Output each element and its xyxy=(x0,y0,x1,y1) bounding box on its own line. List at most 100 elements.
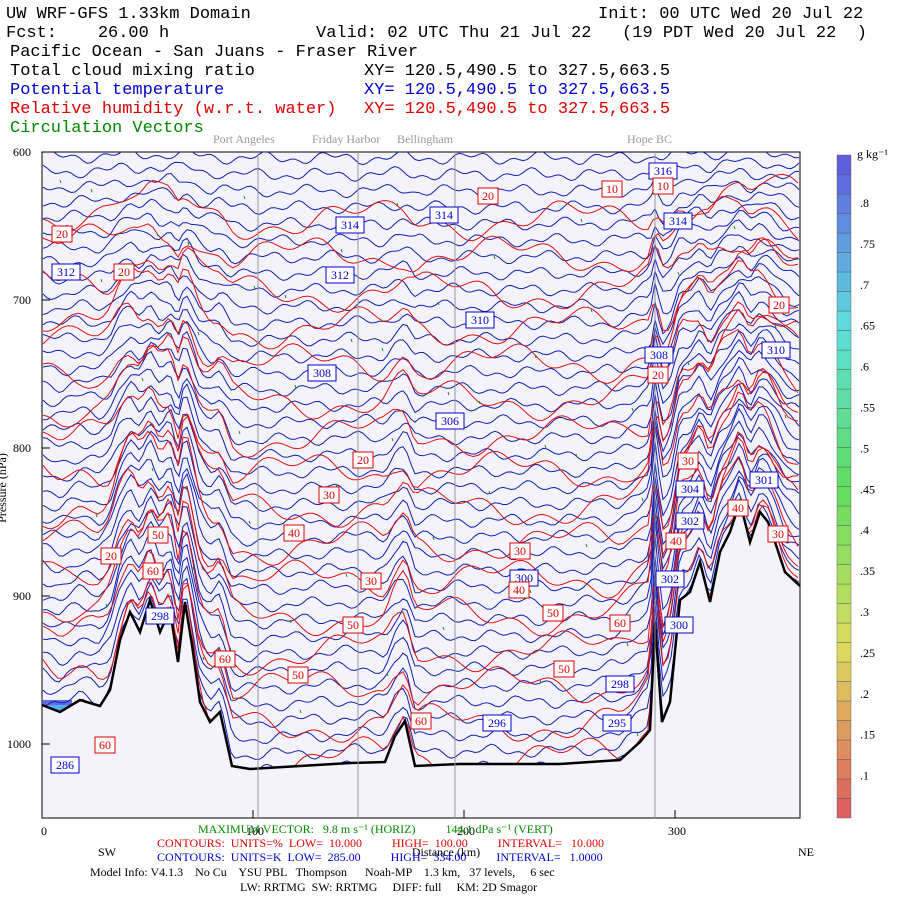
colorbar-swatch xyxy=(836,798,852,819)
colorbar-label: .15 xyxy=(860,728,875,742)
colorbar-swatch xyxy=(836,739,852,760)
rh-contour xyxy=(42,328,799,488)
vector xyxy=(493,255,496,260)
colorbar-swatch xyxy=(836,291,852,312)
vector xyxy=(141,377,144,382)
contour-label-box xyxy=(767,525,789,543)
contour-label-box xyxy=(435,412,465,430)
theta-contour xyxy=(42,396,800,547)
y-tick-label: 900 xyxy=(13,589,31,603)
contour-label-box xyxy=(325,266,355,284)
theta-contour xyxy=(42,254,800,331)
colorbar-swatch xyxy=(836,447,852,468)
contour-label: 10 xyxy=(657,179,669,193)
region: Pacific Ocean - San Juans - Fraser River xyxy=(10,43,418,62)
vector xyxy=(580,218,583,223)
colorbar-label: .5 xyxy=(860,441,869,455)
contour-label-box xyxy=(51,263,81,281)
contour-label-box xyxy=(100,547,122,565)
vector xyxy=(636,732,639,737)
vector xyxy=(437,301,440,306)
vector xyxy=(396,202,399,207)
rh-contour xyxy=(42,237,799,350)
theta-contour xyxy=(42,276,800,364)
colorbar-label: .35 xyxy=(860,564,875,578)
vector xyxy=(202,656,205,661)
contour-label: 30 xyxy=(323,488,335,502)
contour-label-box xyxy=(307,364,337,382)
colorbar-label: .75 xyxy=(860,237,875,251)
contour-label-box xyxy=(542,604,564,622)
contour-label: 60 xyxy=(415,714,427,728)
vector xyxy=(59,179,62,184)
footer-physics: LW: RRTMG SW: RRTMG DIFF: full KM: 2D Sm… xyxy=(240,880,537,894)
colorbar-swatch xyxy=(836,525,852,546)
vector xyxy=(626,642,629,647)
vector xyxy=(90,188,93,193)
colorbar-unit: g kg⁻¹ xyxy=(857,147,888,161)
vector xyxy=(299,709,302,714)
theta-contour xyxy=(42,234,800,298)
contour-label-box xyxy=(652,177,674,195)
contour-label: 298 xyxy=(611,677,629,691)
valid: Valid: 02 UTC Thu 21 Jul 22 (19 PDT Wed … xyxy=(316,24,867,43)
contour-label: 30 xyxy=(365,574,377,588)
contour-label: 30 xyxy=(772,527,784,541)
contour-label: 20 xyxy=(652,368,664,382)
colorbar-swatch xyxy=(836,622,852,643)
vector xyxy=(192,566,195,571)
contour-label: 302 xyxy=(661,572,679,586)
contour-label: 308 xyxy=(650,348,668,362)
contour-label-box xyxy=(335,216,365,234)
vector xyxy=(294,384,297,389)
contour-label: 304 xyxy=(681,482,699,496)
colorbar-swatch xyxy=(836,193,852,214)
vector xyxy=(391,437,394,442)
rh-contour xyxy=(42,436,799,676)
colorbar-label: .45 xyxy=(860,482,875,496)
place-label: Port Angeles xyxy=(213,132,275,146)
x-axis-label: Distance (km) xyxy=(412,845,480,859)
contour-label: 30 xyxy=(514,544,526,558)
rh-contour xyxy=(42,456,799,706)
contour-label: 60 xyxy=(614,616,626,630)
colorbar-swatch xyxy=(836,388,852,409)
theta-contour xyxy=(42,329,800,446)
y-tick-label: 600 xyxy=(13,145,31,159)
theta-contour xyxy=(42,309,800,414)
contour-label: 316 xyxy=(654,164,672,178)
contour-label-box xyxy=(360,572,382,590)
x-tick-label: 200 xyxy=(457,824,475,838)
colorbar-swatch xyxy=(836,466,852,487)
colorbar-label: .25 xyxy=(860,646,875,660)
footer-model: Model Info: V4.1.3 No Cu YSU PBL Thompso… xyxy=(90,865,555,879)
place-label: Friday Harbor xyxy=(312,132,380,146)
vector xyxy=(728,460,731,465)
contour-label: 40 xyxy=(513,583,525,597)
y-tick-label: 800 xyxy=(13,441,31,455)
vector xyxy=(478,400,481,405)
contour-label-box xyxy=(465,311,495,329)
contour-label: 20 xyxy=(357,453,369,467)
contour-label-box xyxy=(113,263,135,281)
contour-label: 310 xyxy=(471,313,489,327)
contour-label: 296 xyxy=(488,716,506,730)
vector xyxy=(575,453,578,458)
terrain xyxy=(41,497,801,771)
contour-label: 301 xyxy=(755,473,773,487)
contour-label: 60 xyxy=(147,564,159,578)
vector xyxy=(197,331,200,336)
rh-contour xyxy=(42,504,799,743)
field-xy: XY= 120.5,490.5 to 327.5,663.5 xyxy=(364,62,670,81)
contour-label-box xyxy=(477,187,499,205)
colorbar-swatch xyxy=(836,583,852,604)
vector xyxy=(187,241,190,246)
colorbar-label: .55 xyxy=(860,401,875,415)
vector xyxy=(386,672,389,677)
vector xyxy=(585,543,588,548)
contour-label: 314 xyxy=(669,214,687,228)
colorbar-swatch xyxy=(836,505,852,526)
contour-label-box xyxy=(761,341,791,359)
contour-label-box xyxy=(410,712,432,730)
contour-label-box xyxy=(647,366,669,384)
